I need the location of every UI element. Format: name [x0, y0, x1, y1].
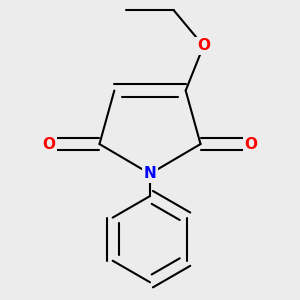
Text: O: O: [42, 136, 56, 152]
Text: O: O: [244, 136, 258, 152]
Text: O: O: [197, 38, 210, 53]
Text: N: N: [144, 166, 156, 181]
